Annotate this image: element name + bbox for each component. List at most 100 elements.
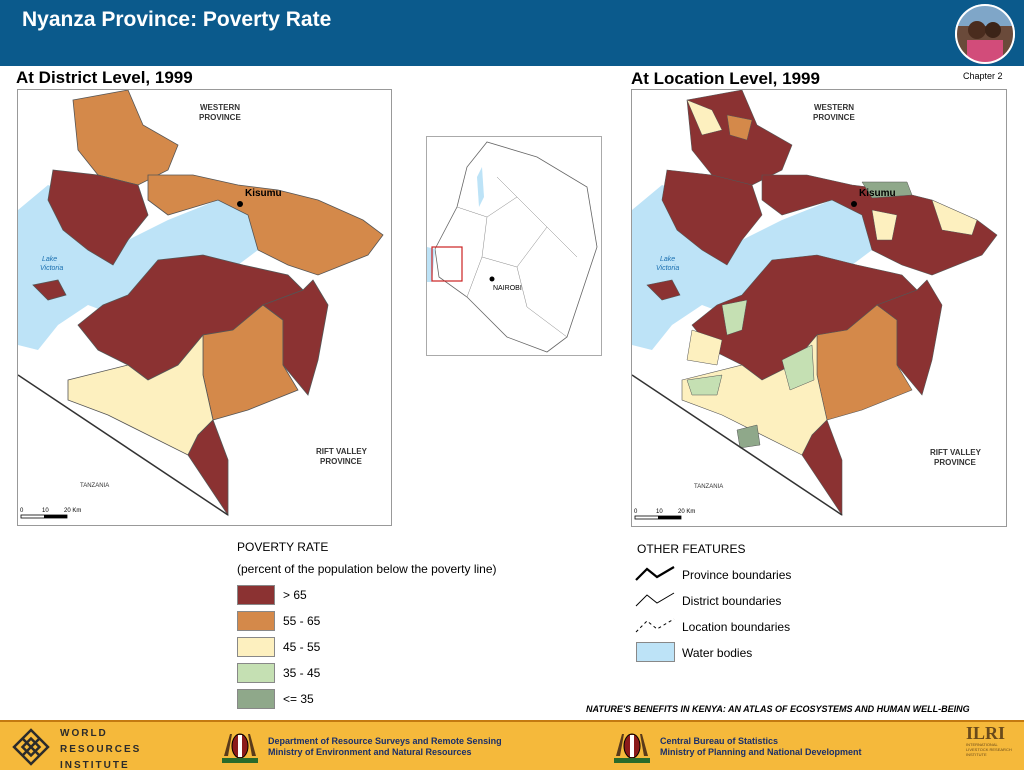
loc-kisumu-cream	[871, 209, 898, 241]
ilri-sub-2: LIVESTOCK RESEARCH	[966, 747, 1012, 752]
lake-label-2: Victoria	[656, 265, 679, 272]
western-province-label-2: PROVINCE	[813, 113, 855, 122]
kisumu-marker	[237, 201, 243, 207]
location-level-map: Kisumu WESTERN PROVINCE Lake Victoria RI…	[631, 89, 1007, 527]
legend-label-4: 35 - 45	[283, 666, 321, 680]
lake-label-2: Victoria	[40, 265, 63, 272]
location-boundary-symbol	[635, 618, 675, 633]
cbs-line-1: Central Bureau of Statistics	[660, 736, 779, 746]
scale-label-20: 20 Km	[64, 508, 81, 514]
loc-north-cream	[686, 99, 723, 136]
ilri-wordmark: ILRI	[966, 723, 1006, 743]
western-province-label: WESTERN	[814, 103, 854, 112]
ilri-sub-3: INSTITUTE	[966, 752, 987, 757]
feature-label-province: Province boundaries	[682, 568, 792, 582]
legend-label-5: <= 35	[283, 692, 314, 706]
ilri-sub-1: INTERNATIONAL	[966, 742, 998, 747]
rift-valley-label: RIFT VALLEY	[930, 448, 982, 457]
wri-line-3: INSTITUTE	[60, 760, 130, 771]
kenya-internal-boundaries	[456, 176, 578, 338]
poverty-legend-subtitle: (percent of the population below the pov…	[237, 562, 497, 576]
province-boundary-south	[632, 374, 843, 516]
tanzania-label: TANZANIA	[694, 484, 723, 490]
wri-line-2: RESOURCES	[60, 744, 142, 755]
ilri-logo: ILRI INTERNATIONAL LIVESTOCK RESEARCH IN…	[966, 724, 1014, 768]
legend-label-2: 55 - 65	[283, 614, 321, 628]
loc-north-orange	[726, 114, 753, 141]
rift-valley-label-2: PROVINCE	[320, 457, 362, 466]
loc-east	[876, 279, 943, 396]
kenya-coat-of-arms-icon-2	[614, 733, 650, 763]
right-map-title: At Location Level, 1999	[631, 69, 820, 88]
kisumu-label: Kisumu	[245, 188, 282, 199]
western-province-label-2: PROVINCE	[199, 113, 241, 122]
province-boundary-symbol	[635, 566, 675, 581]
loc-west	[661, 169, 763, 266]
wri-line-1: WORLD	[60, 728, 108, 739]
district-west	[47, 169, 149, 266]
district-north	[72, 90, 179, 186]
legend-label-1: > 65	[283, 588, 307, 602]
features-legend-title: OTHER FEATURES	[637, 542, 746, 556]
island-location	[646, 279, 681, 301]
left-map-title: At District Level, 1999	[16, 68, 193, 87]
rift-valley-label-2: PROVINCE	[934, 458, 976, 467]
loc-central-cream	[686, 329, 723, 366]
legend-swatch-2	[237, 611, 275, 631]
legend-swatch-3	[237, 637, 275, 657]
page-title: Nyanza Province: Poverty Rate	[22, 8, 332, 31]
feature-label-location: Location boundaries	[682, 620, 791, 634]
header-bar: Nyanza Province: Poverty Rate	[0, 0, 1024, 66]
loc-south	[681, 334, 828, 456]
district-southtip	[187, 419, 229, 517]
loc-south-green-2	[781, 344, 815, 391]
island-district	[32, 279, 67, 301]
feature-label-district: District boundaries	[682, 594, 782, 608]
dept-line-2: Ministry of Environment and Natural Reso…	[268, 747, 472, 757]
nairobi-marker	[489, 276, 495, 282]
kisumu-label: Kisumu	[859, 188, 896, 199]
rift-valley-label: RIFT VALLEY	[316, 447, 368, 456]
loc-east-cream	[931, 199, 978, 236]
kisumu-marker	[851, 201, 857, 207]
legend-swatch-4	[237, 663, 275, 683]
inset-lake-victoria	[427, 247, 435, 282]
header-photo	[955, 4, 1015, 64]
legend-swatch-1	[237, 585, 275, 605]
wri-logo-icon	[12, 728, 50, 766]
loc-southtip	[801, 419, 843, 516]
district-level-map: Kisumu WESTERN PROVINCE Lake Victoria RI…	[17, 89, 392, 526]
scale-bar-fill	[658, 516, 681, 519]
scale-label-0: 0	[20, 508, 24, 514]
kenya-coat-of-arms-icon	[222, 733, 258, 763]
scale-label-10: 10	[656, 509, 663, 515]
cbs-text: Central Bureau of Statistics Ministry of…	[660, 736, 862, 758]
tanzania-label: TANZANIA	[80, 483, 109, 489]
poverty-legend-title: POVERTY RATE	[237, 540, 329, 554]
chapter-label: Chapter 2	[963, 71, 1003, 81]
inset-extent-box	[431, 246, 463, 282]
district-east	[262, 279, 329, 396]
scale-label-0: 0	[634, 509, 638, 515]
lake-label: Lake	[42, 256, 57, 263]
atlas-title-note: NATURE'S BENEFITS IN KENYA: AN ATLAS OF …	[586, 704, 970, 714]
kenya-outline	[434, 141, 598, 353]
inset-lake-turkana	[477, 167, 484, 207]
loc-south-green-1	[686, 374, 723, 396]
loc-central-green	[721, 299, 748, 336]
lake-label: Lake	[660, 256, 675, 263]
district-boundary-symbol	[635, 592, 675, 607]
loc-south-darkgreen	[736, 424, 761, 449]
loc-kisumu-green	[861, 181, 913, 199]
scale-bar-fill	[44, 515, 67, 518]
dept-text: Department of Resource Surveys and Remot…	[268, 736, 502, 758]
scale-label-10: 10	[42, 508, 49, 514]
legend-swatch-5	[237, 689, 275, 709]
dept-line-1: Department of Resource Surveys and Remot…	[268, 736, 502, 746]
water-bodies-swatch	[636, 642, 675, 662]
nairobi-label: NAIROBI	[493, 285, 522, 292]
cbs-line-2: Ministry of Planning and National Develo…	[660, 747, 862, 757]
wri-name: WORLD RESOURCES INSTITUTE	[60, 726, 141, 774]
district-south	[67, 333, 214, 456]
kenya-inset-map: NAIROBI	[426, 136, 602, 356]
